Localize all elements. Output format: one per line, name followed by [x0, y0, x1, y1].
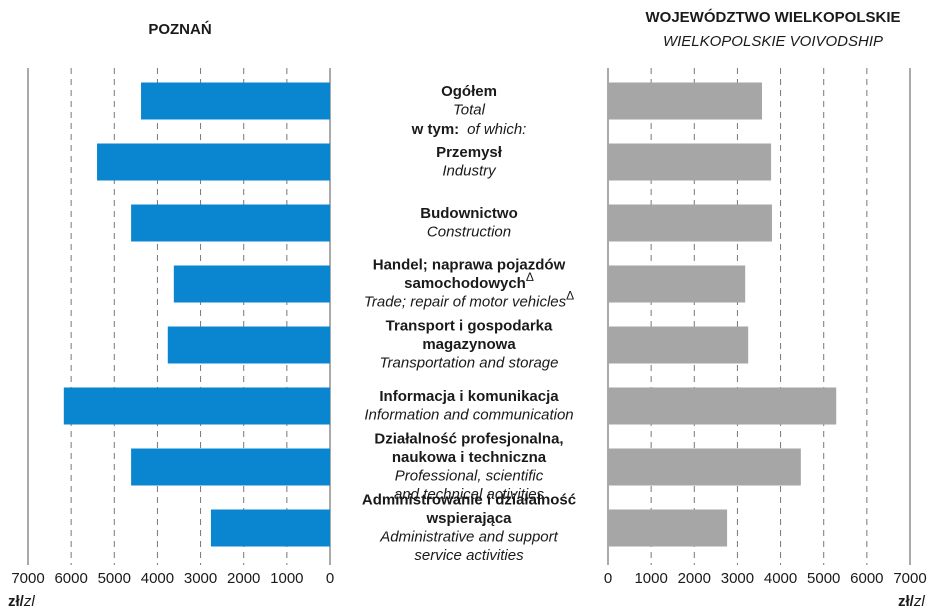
category-label: and technical activities [394, 486, 545, 503]
x-tick-label: 7000 [893, 570, 926, 587]
category-label-pl: Działalność profesjonalna, [374, 430, 563, 447]
bar [608, 82, 763, 120]
note-en: of which: [467, 121, 526, 138]
note: w tym: of which: [411, 121, 527, 138]
x-tick-label: 6000 [54, 570, 87, 587]
x-axis-label: zł/zl [8, 593, 35, 610]
x-tick-label: 0 [604, 570, 612, 587]
bar [63, 387, 331, 425]
category-label-pl: Transport i gospodarka [386, 317, 553, 334]
bar [608, 448, 801, 486]
category-label-en: Professional, scientific [395, 467, 544, 484]
category-label: wspierająca [425, 510, 512, 527]
bar [608, 387, 837, 425]
category-label: Industry [442, 162, 497, 179]
x-axis-label-en: zl [23, 593, 36, 610]
x-tick-label: 1000 [634, 570, 667, 587]
x-axis-label-pl: zł/ [8, 593, 25, 610]
category-label-en: and technical activities [394, 486, 545, 503]
category-label-en: Transportation and storage [380, 354, 559, 371]
category-label: samochodowychΔ [404, 270, 534, 292]
category-label: Przemysł [436, 144, 503, 161]
footnote-mark: Δ [526, 270, 534, 284]
bar [608, 204, 772, 242]
bar [173, 265, 330, 303]
category-label: Administrative and support [379, 528, 558, 545]
category-label: Działalność profesjonalna, [374, 430, 563, 447]
category-label: Professional, scientific [395, 467, 544, 484]
x-tick-label: 5000 [98, 570, 131, 587]
category-label-pl: Handel; naprawa pojazdów [373, 256, 566, 273]
category-label-en: Trade; repair of motor vehicles [364, 293, 567, 310]
x-tick-label: 4000 [764, 570, 797, 587]
footnote-mark: Δ [566, 289, 574, 303]
bar [608, 509, 728, 547]
category-label: magazynowa [422, 336, 516, 353]
category-label: Administrowanie i działalność [362, 491, 576, 508]
category-label-en: Information and communication [364, 406, 573, 423]
bar [167, 326, 330, 364]
category-label-en: Construction [427, 223, 511, 240]
category-label: service activities [414, 547, 524, 564]
x-tick-label: 5000 [807, 570, 840, 587]
bar [131, 204, 330, 242]
x-axis-label-en: zl [913, 593, 926, 610]
category-label-en: Total [453, 101, 486, 118]
bar [97, 143, 331, 181]
category-label-pl: Administrowanie i działalność [362, 491, 576, 508]
x-tick-label: 3000 [721, 570, 754, 587]
bar [608, 143, 772, 181]
x-tick-label: 6000 [850, 570, 883, 587]
category-label-pl: samochodowych [404, 275, 526, 292]
category-label-en: Administrative and support [379, 528, 558, 545]
left-title: POZNAŃ [148, 21, 211, 38]
x-axis-label-pl: zł/ [898, 593, 915, 610]
category-label: naukowa i techniczna [392, 449, 547, 466]
bar [608, 326, 749, 364]
category-label: Budownictwo [420, 205, 518, 222]
right-subtitle: WIELKOPOLSKIE VOIVODSHIP [663, 33, 883, 50]
x-axis-label: zł/zl [898, 593, 925, 610]
category-label: Informacja i komunikacja [379, 388, 559, 405]
x-tick-label: 1000 [270, 570, 303, 587]
category-label-pl: Przemysł [436, 144, 503, 161]
x-tick-label: 4000 [141, 570, 174, 587]
category-label-pl: magazynowa [422, 336, 516, 353]
category-label: Transportation and storage [380, 354, 559, 371]
bar [131, 448, 330, 486]
x-tick-label: 0 [326, 570, 334, 587]
category-label: Information and communication [364, 406, 573, 423]
category-label-pl: Informacja i komunikacja [379, 388, 559, 405]
category-label-pl: naukowa i techniczna [392, 449, 547, 466]
category-label: Trade; repair of motor vehiclesΔ [364, 289, 574, 311]
category-label-en: Industry [442, 162, 497, 179]
x-tick-label: 2000 [678, 570, 711, 587]
note-pl: w tym: [411, 121, 460, 138]
x-tick-label: 7000 [11, 570, 44, 587]
right-title: WOJEWÓDZTWO WIELKOPOLSKIE [646, 8, 901, 26]
category-label-en: service activities [414, 547, 524, 564]
category-label: Transport i gospodarka [386, 317, 553, 334]
category-label-pl: Budownictwo [420, 205, 518, 222]
category-label-pl: wspierająca [425, 510, 512, 527]
category-label-pl: Ogółem [441, 83, 497, 100]
category-label: Ogółem [441, 83, 497, 100]
x-tick-label: 3000 [184, 570, 217, 587]
bar [210, 509, 330, 547]
x-tick-label: 2000 [227, 570, 260, 587]
category-label: Handel; naprawa pojazdów [373, 256, 566, 273]
category-label: Total [453, 101, 486, 118]
bar [608, 265, 746, 303]
bar [141, 82, 330, 120]
category-label: Construction [427, 223, 511, 240]
